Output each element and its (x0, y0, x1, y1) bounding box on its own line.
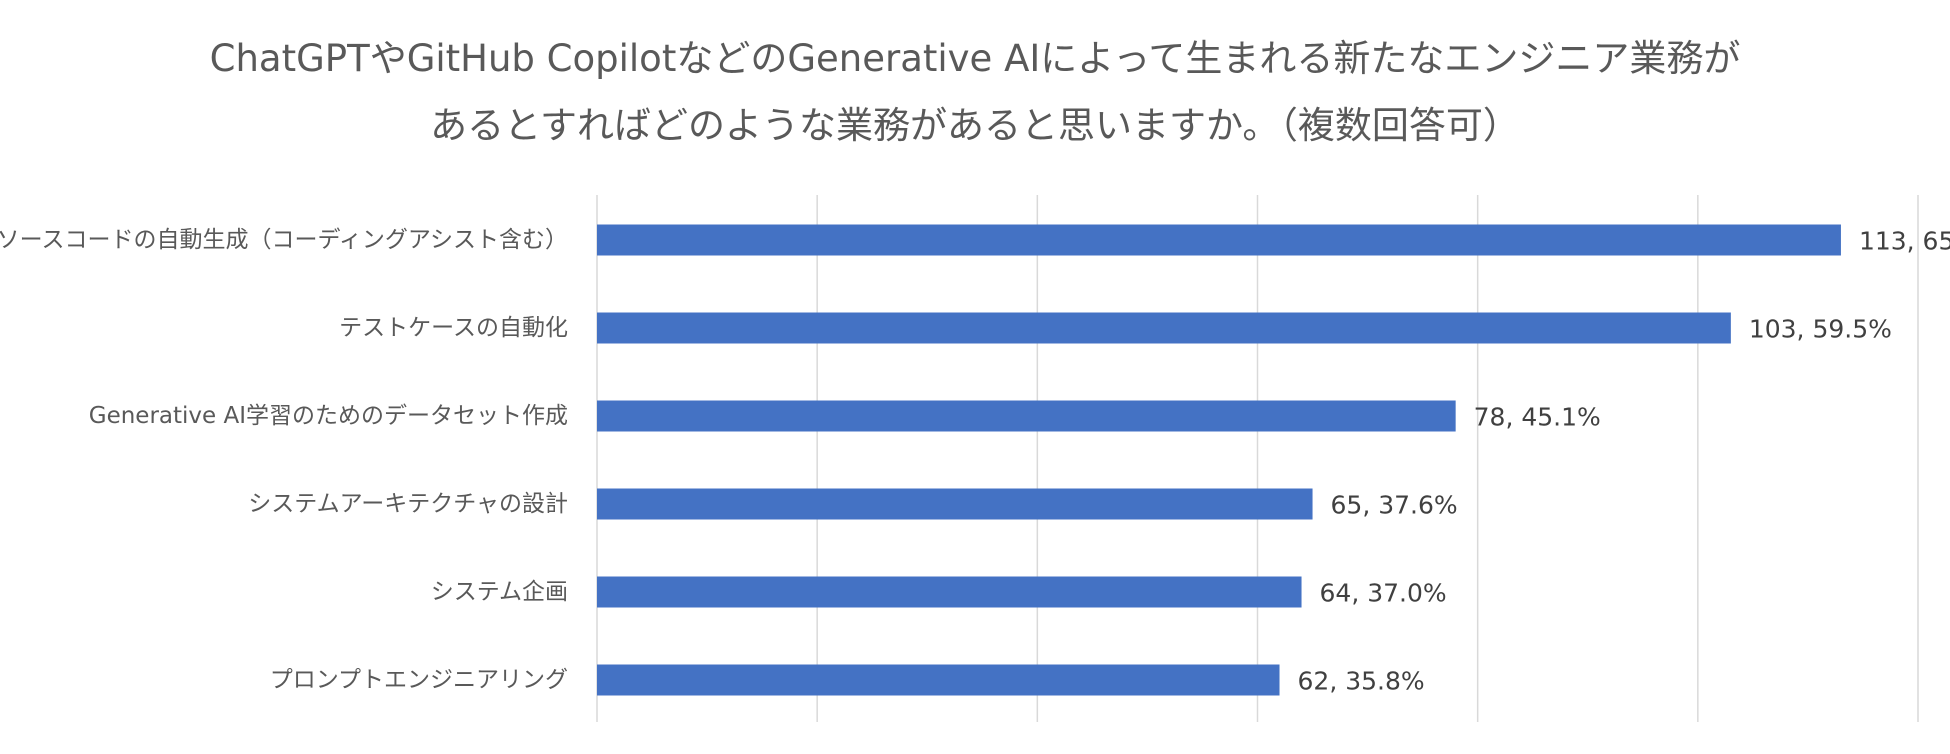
data-label: 103, 59.5% (1749, 315, 1892, 344)
bar (597, 312, 1731, 344)
bar (597, 224, 1841, 256)
bar (597, 488, 1313, 520)
data-label: 65, 37.6% (1331, 491, 1458, 520)
data-label: 62, 35.8% (1298, 667, 1425, 696)
category-label: Generative AI学習のためのデータセット作成 (89, 403, 568, 429)
category-label: ソースコードの自動生成（コーディングアシスト含む） (0, 227, 568, 253)
category-label: プロンプトエンジニアリング (270, 667, 568, 693)
chart-title-line-1: ChatGPTやGitHub CopilotなどのGenerative AIによ… (209, 37, 1741, 80)
category-label: システム企画 (431, 579, 568, 605)
data-label: 113, 65.3% (1859, 227, 1950, 256)
data-label: 78, 45.1% (1474, 403, 1601, 432)
chart-title-line-2: あるとすればどのような業務があると思いますか。（複数回答可） (430, 104, 1520, 147)
bar (597, 664, 1280, 696)
category-label: テストケースの自動化 (339, 315, 568, 341)
data-label: 64, 37.0% (1320, 579, 1447, 608)
bar (597, 400, 1456, 432)
bar (597, 576, 1302, 608)
category-label: システムアーキテクチャの設計 (248, 491, 568, 517)
